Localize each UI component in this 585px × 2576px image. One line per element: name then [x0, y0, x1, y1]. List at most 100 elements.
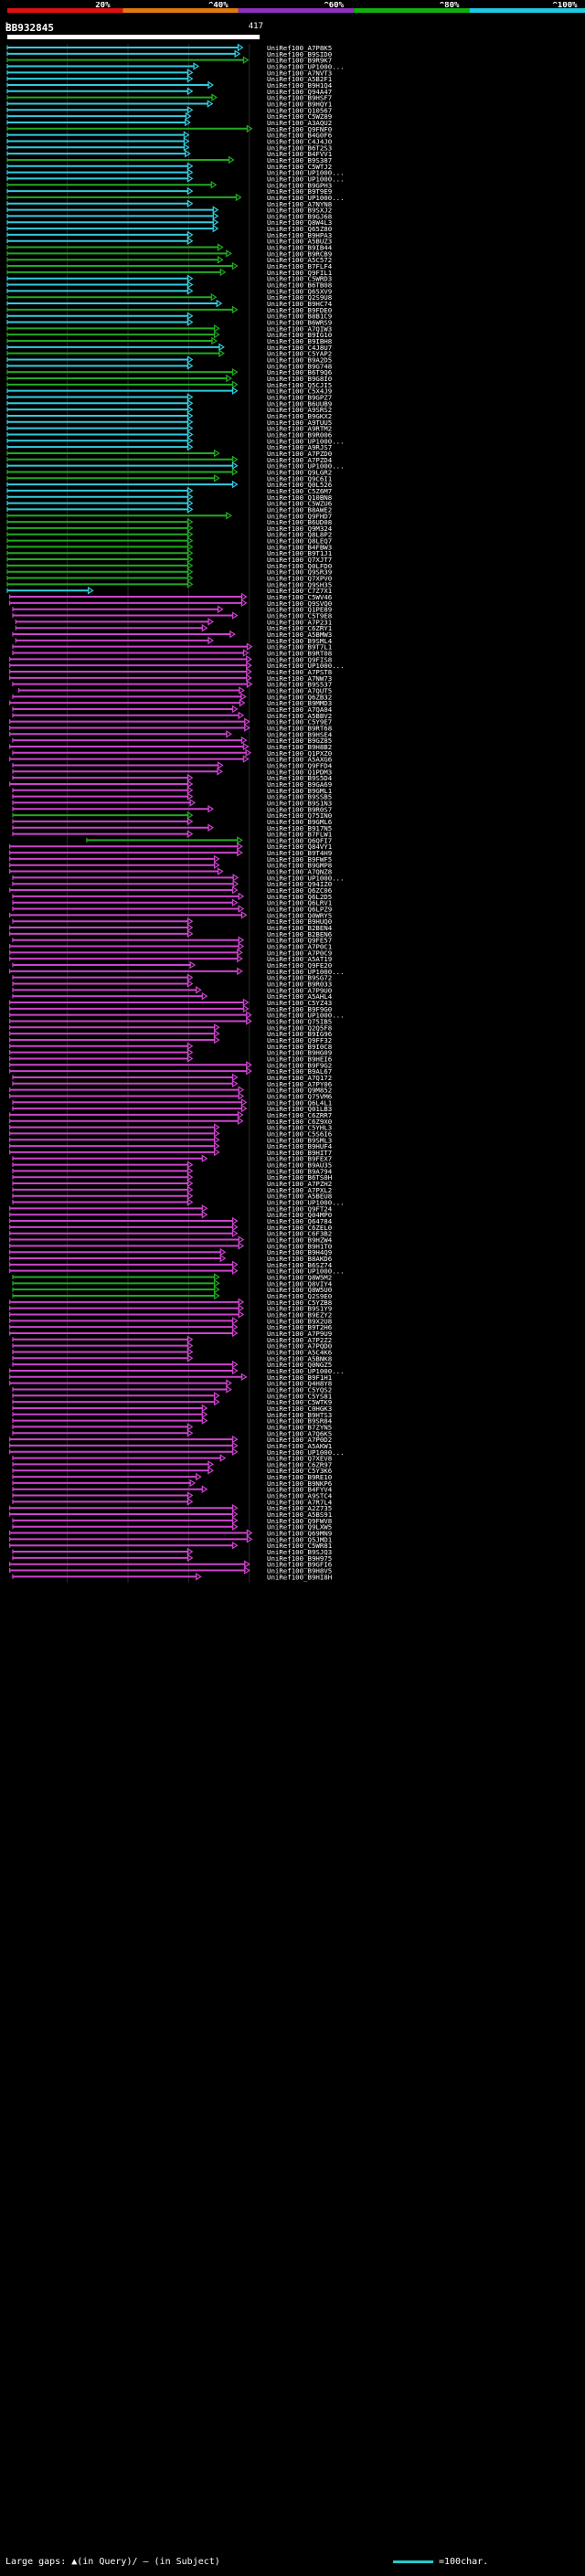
hit-label[interactable]: UniRef100_Q9LGR2 — [267, 468, 332, 476]
hit-label[interactable]: UniRef100_A7Q172 — [267, 1074, 332, 1082]
hit-label[interactable]: UniRef100_B9HC74 — [267, 300, 333, 308]
hit-row[interactable]: UniRef100_Q0WRY5 — [9, 911, 333, 919]
hit-label[interactable]: UniRef100_A5BS91 — [267, 1511, 332, 1519]
hit-label[interactable]: UniRef100_B4FBW3 — [267, 543, 332, 551]
hit-label[interactable]: UniRef100_C6ZR97 — [267, 1460, 332, 1468]
hit-label[interactable]: UniRef100_UP1000... — [267, 1448, 345, 1457]
hit-label[interactable]: UniRef100_Q65Z80 — [267, 225, 332, 233]
hit-label[interactable]: UniRef100_B8AWE2 — [267, 505, 332, 514]
hit-row[interactable]: UniRef100_Q9FWV8 — [12, 1516, 332, 1525]
hit-label[interactable]: UniRef100_B9S5D4 — [267, 774, 333, 782]
hit-row[interactable]: UniRef100_UP1000... — [9, 1267, 345, 1276]
hit-row[interactable]: UniRef100_C5Z6M7 — [6, 486, 332, 495]
hit-row[interactable]: UniRef100_B9SXJ2 — [6, 206, 332, 215]
hit-label[interactable]: UniRef100_Q7XJT7 — [267, 556, 332, 564]
hit-row[interactable]: UniRef100_B9RT08 — [12, 649, 332, 658]
hit-label[interactable]: UniRef100_Q9SVQ0 — [267, 599, 332, 608]
hit-label[interactable]: UniRef100_C6Z9X0 — [267, 1118, 332, 1126]
hit-label[interactable]: UniRef100_Q6ZC06 — [267, 886, 332, 895]
hit-label[interactable]: UniRef100_B9RE10 — [267, 1473, 332, 1481]
hit-label[interactable]: UniRef100_B9S1Y9 — [267, 1305, 332, 1313]
hit-label[interactable]: UniRef100_B9R9K7 — [267, 57, 332, 65]
hit-row[interactable]: UniRef100_B9SJQ3 — [12, 1547, 332, 1556]
hit-row[interactable]: UniRef100_A7P9U0 — [12, 986, 332, 994]
hit-label[interactable]: UniRef100_B9MMD3 — [267, 699, 332, 707]
hit-row[interactable]: UniRef100_Q9M852 — [9, 1086, 333, 1095]
hit-row[interactable]: UniRef100_B4FYV4 — [12, 1485, 333, 1494]
hit-label[interactable]: UniRef100_B9RT68 — [267, 724, 332, 732]
hit-row[interactable]: UniRef100_A7P231 — [15, 618, 332, 626]
hit-label[interactable]: UniRef100_A9RTM2 — [267, 425, 332, 433]
hit-label[interactable]: UniRef100_Q75VM6 — [267, 1092, 332, 1100]
hit-label[interactable]: UniRef100_B9T9E9 — [267, 187, 332, 196]
hit-row[interactable]: UniRef100_A5BNK8 — [12, 1354, 332, 1362]
hit-label[interactable]: UniRef100_Q9FIL1 — [267, 269, 332, 277]
hit-row[interactable]: UniRef100_B9GA69 — [9, 779, 333, 789]
hit-label[interactable]: UniRef100_B9G748 — [267, 362, 332, 370]
hit-label[interactable]: UniRef100_B4FVV1 — [267, 150, 332, 158]
hit-label[interactable]: UniRef100_A5BMW3 — [267, 631, 332, 639]
hit-label[interactable]: UniRef100_Q01LB3 — [267, 1105, 332, 1113]
hit-label[interactable]: UniRef100_B8B1C9 — [267, 313, 332, 321]
hit-row[interactable]: UniRef100_A5AKW1 — [9, 1441, 333, 1450]
hit-row[interactable]: UniRef100_A7PQD0 — [12, 1341, 332, 1351]
hit-label[interactable]: UniRef100_B9SG72 — [267, 974, 332, 982]
hit-row[interactable]: UniRef100_Q6L4L1 — [12, 1097, 332, 1107]
hit-row[interactable]: UniRef100_Q0L526 — [6, 480, 332, 489]
hit-row[interactable]: UniRef100_Q8LEQ7 — [6, 536, 332, 546]
hit-row[interactable]: UniRef100_B9GPZ7 — [6, 393, 332, 401]
hit-label[interactable]: UniRef100_C5WRD3 — [267, 275, 332, 283]
hit-row[interactable]: UniRef100_B917N5 — [12, 823, 332, 832]
hit-row[interactable]: UniRef100_A7QUT5 — [18, 686, 333, 694]
hit-row[interactable]: UniRef100_Q5JMD1 — [9, 1535, 333, 1543]
hit-row[interactable]: UniRef100_B4G0F6 — [6, 131, 332, 140]
hit-label[interactable]: UniRef100_A7PZD4 — [267, 456, 333, 464]
hit-label[interactable]: UniRef100_UP1000... — [267, 968, 345, 976]
hit-row[interactable]: UniRef100_A9RTM2 — [6, 424, 332, 433]
hit-row[interactable]: UniRef100_B9HC74 — [6, 299, 333, 308]
hit-row[interactable]: UniRef100_B9HTS3 — [12, 1410, 332, 1419]
hit-row[interactable]: UniRef100_Q9M324 — [6, 524, 333, 533]
hit-label[interactable]: UniRef100_C4J4J0 — [267, 137, 332, 145]
hit-row[interactable]: UniRef100_B9IBH8 — [6, 336, 332, 345]
hit-label[interactable]: UniRef100_Q04MP0 — [267, 1211, 332, 1219]
hit-label[interactable]: UniRef100_Q64784 — [267, 1217, 333, 1225]
hit-row[interactable]: UniRef100_C5Y3K6 — [12, 1466, 332, 1475]
hit-row[interactable]: UniRef100_C6ZEL0 — [9, 1223, 333, 1232]
hit-label[interactable]: UniRef100_B9T4H9 — [267, 849, 332, 857]
hit-label[interactable]: UniRef100_B9R033 — [267, 981, 332, 989]
hit-row[interactable]: UniRef100_Q75IB5 — [9, 1017, 333, 1025]
hit-row[interactable]: UniRef100_Q1PE89 — [12, 605, 332, 614]
hit-row[interactable]: UniRef100_A7P0D2 — [9, 1435, 333, 1444]
hit-row[interactable]: UniRef100_C5YS81 — [12, 1391, 332, 1400]
hit-row[interactable]: UniRef100_A5B2F1 — [6, 74, 332, 83]
hit-label[interactable]: UniRef100_A7PXL2 — [267, 1186, 332, 1194]
hit-label[interactable]: UniRef100_UP1000... — [267, 462, 345, 471]
hit-row[interactable]: UniRef100_C4J8U7 — [6, 343, 332, 352]
hit-label[interactable]: UniRef100_C5S6I6 — [267, 1129, 332, 1138]
hit-row[interactable]: UniRef100_Q75VM6 — [9, 1092, 333, 1100]
hit-row[interactable]: UniRef100_B6T9Q6 — [6, 367, 332, 376]
hit-label[interactable]: UniRef100_Q9FE57 — [267, 937, 332, 945]
hit-label[interactable]: UniRef100_B9H8B2 — [267, 743, 332, 751]
hit-row[interactable]: UniRef100_C5YQS2 — [12, 1385, 332, 1394]
hit-label[interactable]: UniRef100_Q9FIS8 — [267, 655, 332, 663]
hit-row[interactable]: UniRef100_B9H8V5 — [9, 1566, 333, 1575]
hit-row[interactable]: UniRef100_Q9FE20 — [12, 960, 332, 970]
hit-label[interactable]: UniRef100_C5T9E8 — [267, 612, 332, 620]
hit-label[interactable]: UniRef100_C5Y9E7 — [267, 718, 332, 726]
hit-label[interactable]: UniRef100_B9GPH3 — [267, 181, 332, 189]
hit-row[interactable]: UniRef100_UP1000... — [6, 461, 345, 471]
hit-row[interactable]: UniRef100_B9AL67 — [9, 1066, 333, 1076]
hit-row[interactable]: UniRef100_UP1000... — [9, 1447, 345, 1457]
hit-label[interactable]: UniRef100_Q84VY1 — [267, 843, 332, 851]
hit-label[interactable]: UniRef100_B4G0F6 — [267, 132, 332, 140]
hit-row[interactable]: UniRef100_A7PXL2 — [12, 1185, 332, 1194]
hit-label[interactable]: UniRef100_C5YHL3 — [267, 1124, 332, 1132]
hit-row[interactable]: UniRef100_C6Z9X0 — [9, 1117, 333, 1126]
hit-row[interactable]: UniRef100_Q01LB3 — [12, 1104, 332, 1113]
hit-row[interactable]: UniRef100_B9HPA3 — [6, 230, 332, 239]
hit-label[interactable]: UniRef100_B9H1T0 — [267, 1242, 332, 1250]
hit-label[interactable]: UniRef100_B9GA69 — [267, 780, 332, 789]
hit-row[interactable]: UniRef100_C5YHL3 — [9, 1123, 333, 1132]
